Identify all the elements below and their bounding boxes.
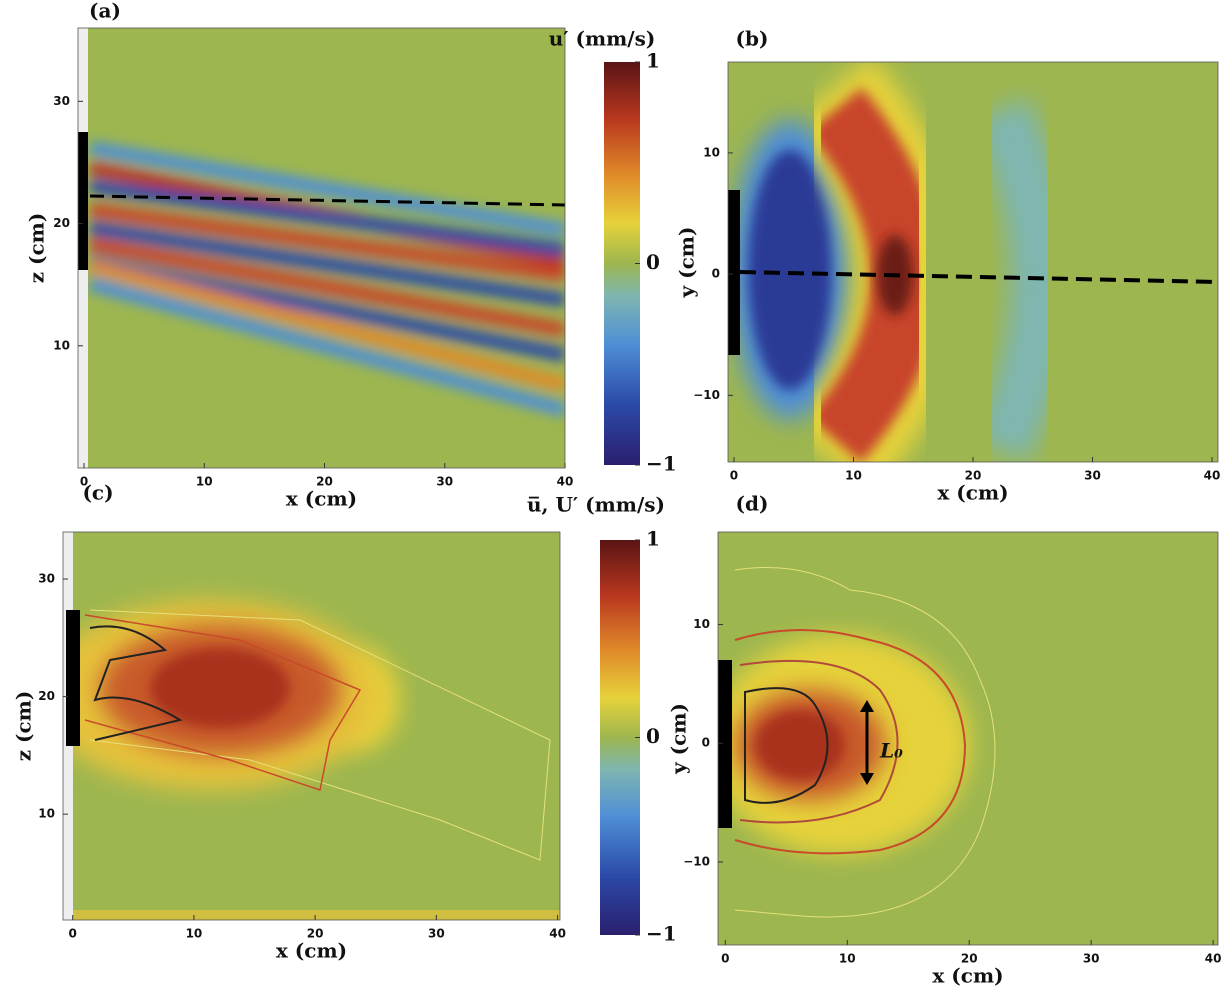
y-tick-label: −10 xyxy=(683,854,710,868)
field-d xyxy=(710,532,1218,945)
y-tick-label: 30 xyxy=(38,572,55,586)
y-axis-label: y (cm) xyxy=(675,227,699,299)
x-tick-label: 0 xyxy=(730,469,738,483)
x-tick-label: 10 xyxy=(845,469,862,483)
x-axis-label: x (cm) xyxy=(276,939,347,963)
y-tick-label: −10 xyxy=(693,388,720,402)
colorbar-tick-label: 0 xyxy=(646,724,660,748)
x-tick-label: 30 xyxy=(428,927,445,941)
x-tick-label: 30 xyxy=(1083,952,1100,966)
x-tick-label: 40 xyxy=(549,927,566,941)
figure: 010203040102030(a)x (cm)z (cm)010203040−… xyxy=(0,0,1231,993)
y-tick-label: 10 xyxy=(693,617,710,631)
y-axis-label: y (cm) xyxy=(667,703,691,775)
panel-label: (a) xyxy=(89,0,121,23)
x-tick-label: 40 xyxy=(557,475,574,489)
colorbar-tick-label: −1 xyxy=(646,922,677,946)
y-tick-label: 10 xyxy=(703,145,720,159)
x-axis-label: x (cm) xyxy=(286,487,357,511)
colorbar-tick-label: 1 xyxy=(646,49,660,73)
panel-label: (d) xyxy=(736,492,769,516)
y-tick-label: 20 xyxy=(38,689,55,703)
x-tick-label: 10 xyxy=(186,927,203,941)
y-tick-label: 0 xyxy=(712,267,720,281)
y-tick-label: 20 xyxy=(53,216,70,230)
x-tick-label: 0 xyxy=(721,952,729,966)
colorbar-label: u′ (mm/s) xyxy=(549,27,656,51)
colorbar-c xyxy=(600,540,640,935)
panel-label: (c) xyxy=(82,481,113,505)
colorbar-a xyxy=(604,62,640,465)
colorbar-label: u̅, U′ (mm/s) xyxy=(527,493,665,517)
y-axis-label: z (cm) xyxy=(25,213,49,284)
x-tick-label: 0 xyxy=(69,927,77,941)
field-a xyxy=(76,28,565,468)
x-axis-label: x (cm) xyxy=(932,964,1003,988)
x-tick-label: 30 xyxy=(436,475,453,489)
x-tick-label: 40 xyxy=(1205,952,1222,966)
colorbar-tick-label: 0 xyxy=(646,250,660,274)
x-tick-label: 10 xyxy=(196,475,213,489)
field-b xyxy=(728,62,1218,462)
y-tick-label: 0 xyxy=(702,736,710,750)
x-axis-label: x (cm) xyxy=(937,481,1008,505)
colorbar-tick-label: −1 xyxy=(646,452,677,476)
x-tick-label: 40 xyxy=(1204,469,1221,483)
field-c xyxy=(40,532,560,920)
y-tick-label: 10 xyxy=(38,807,55,821)
y-tick-label: 10 xyxy=(53,338,70,352)
colorbar-tick-label: 1 xyxy=(646,527,660,551)
y-axis-label: z (cm) xyxy=(12,691,36,762)
x-tick-label: 10 xyxy=(839,952,856,966)
panel-label: (b) xyxy=(736,27,769,51)
annotation: L₀ xyxy=(879,739,903,763)
y-tick-label: 30 xyxy=(53,94,70,108)
x-tick-label: 30 xyxy=(1084,469,1101,483)
